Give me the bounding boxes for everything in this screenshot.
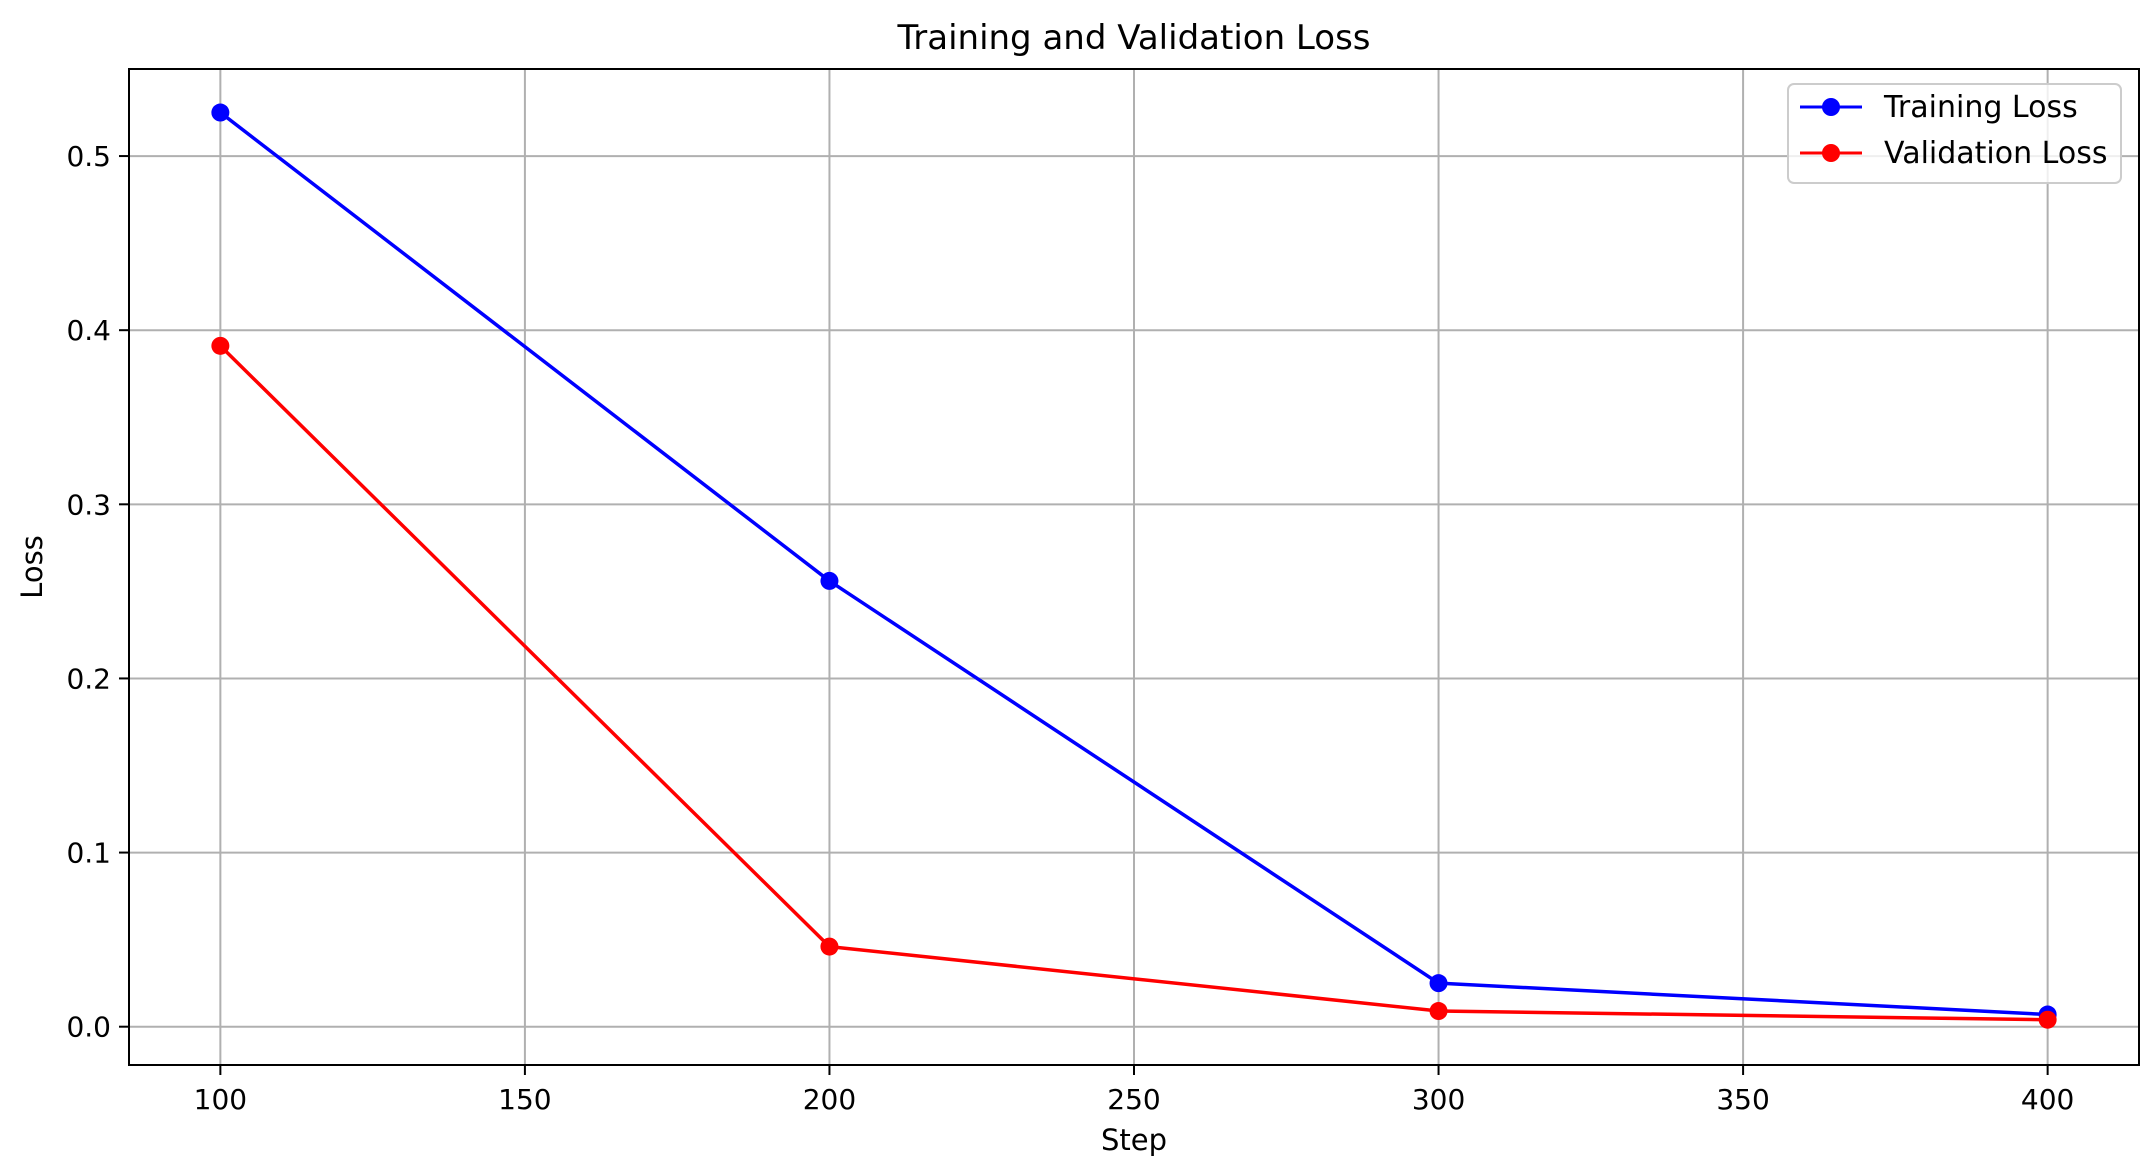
x-tick-label: 150 <box>498 1083 551 1116</box>
legend: Training Loss Validation Loss <box>1787 83 2122 184</box>
y-tick-label: 0.5 <box>66 140 111 173</box>
data-point-training-loss <box>1429 974 1448 993</box>
chart-title: Training and Validation Loss <box>896 18 1370 58</box>
x-tick-label: 100 <box>194 1083 247 1116</box>
legend-label-training-loss: Training Loss <box>1883 90 2078 125</box>
data-point-training-loss <box>211 103 230 122</box>
x-axis-ticks: 100 150 200 250 300 350 400 <box>194 1065 2074 1116</box>
data-point-validation-loss <box>2038 1010 2057 1029</box>
y-tick-label: 0.3 <box>66 488 111 521</box>
data-point-validation-loss <box>211 336 230 355</box>
x-tick-label: 400 <box>2021 1083 2074 1116</box>
y-tick-label: 0.2 <box>66 662 111 695</box>
y-tick-label: 0.1 <box>66 837 111 870</box>
legend-marker-training-loss <box>1822 98 1840 116</box>
series-layer <box>211 103 2057 1029</box>
legend-entry-validation-loss: Validation Loss <box>1800 136 2107 171</box>
legend-box <box>1787 83 2122 184</box>
x-tick-label: 300 <box>1412 1083 1465 1116</box>
y-tick-label: 0.0 <box>66 1011 111 1044</box>
legend-label-validation-loss: Validation Loss <box>1884 136 2107 171</box>
grid-lines <box>129 69 2139 1065</box>
y-axis-ticks: 0.0 0.1 0.2 0.3 0.4 0.5 <box>66 140 129 1044</box>
x-tick-label: 350 <box>1716 1083 1769 1116</box>
x-axis-label: Step <box>1101 1123 1167 1157</box>
data-point-validation-loss <box>820 937 839 956</box>
legend-entry-training-loss: Training Loss <box>1800 90 2078 125</box>
x-tick-label: 250 <box>1107 1083 1160 1116</box>
legend-marker-validation-loss <box>1822 144 1840 162</box>
y-axis-label: Loss <box>15 535 49 599</box>
data-point-training-loss <box>820 571 839 590</box>
y-tick-label: 0.4 <box>66 314 111 347</box>
series-line-training-loss <box>219 111 2048 1017</box>
series-line-validation-loss <box>219 344 2048 1022</box>
data-point-validation-loss <box>1429 1002 1448 1021</box>
x-tick-label: 200 <box>803 1083 856 1116</box>
